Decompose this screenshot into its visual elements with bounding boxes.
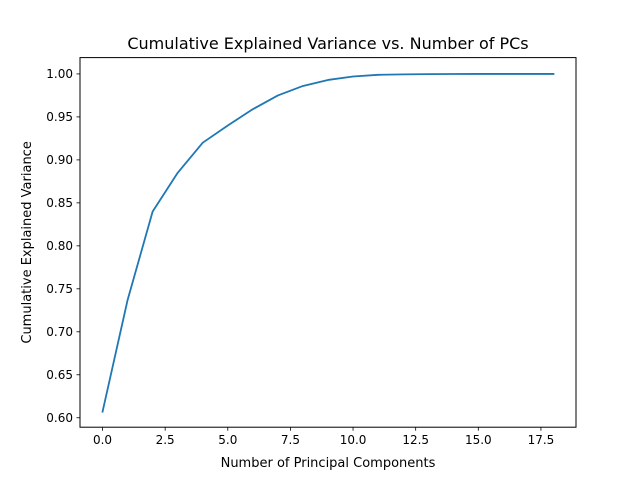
y-tick-label: 0.80	[46, 239, 73, 253]
plot-area	[101, 73, 555, 413]
series-line	[101, 73, 555, 413]
y-tick-label: 0.60	[46, 411, 73, 425]
x-tick-label: 12.5	[402, 433, 429, 447]
y-tick-label: 0.65	[46, 368, 73, 382]
y-tick-label: 0.75	[46, 282, 73, 296]
x-tick-label: 5.0	[218, 433, 237, 447]
chart-title: Cumulative Explained Variance vs. Number…	[127, 34, 528, 53]
y-axis: 0.60 0.65 0.70 0.75 0.80 0.85 0.90 0.95 1.00	[46, 67, 80, 425]
x-tick-label: 2.5	[156, 433, 175, 447]
x-tick-label: 10.0	[340, 433, 367, 447]
x-tick-label: 17.5	[528, 433, 555, 447]
y-tick-label: 0.85	[46, 196, 73, 210]
x-tick-label: 7.5	[281, 433, 300, 447]
y-tick-label: 0.95	[46, 110, 73, 124]
axes-frame	[79, 57, 577, 428]
y-tick-label: 0.70	[46, 325, 73, 339]
x-axis: 0.0 2.5 5.0 7.5 10.0 12.5 15.0 17.5	[93, 427, 554, 447]
y-tick-label: 0.90	[46, 153, 73, 167]
y-axis-label: Cumulative Explained Variance	[20, 141, 35, 343]
x-tick-label: 0.0	[93, 433, 112, 447]
x-axis-label: Number of Principal Components	[221, 456, 436, 471]
x-tick-label: 15.0	[465, 433, 492, 447]
y-tick-label: 1.00	[46, 67, 73, 81]
